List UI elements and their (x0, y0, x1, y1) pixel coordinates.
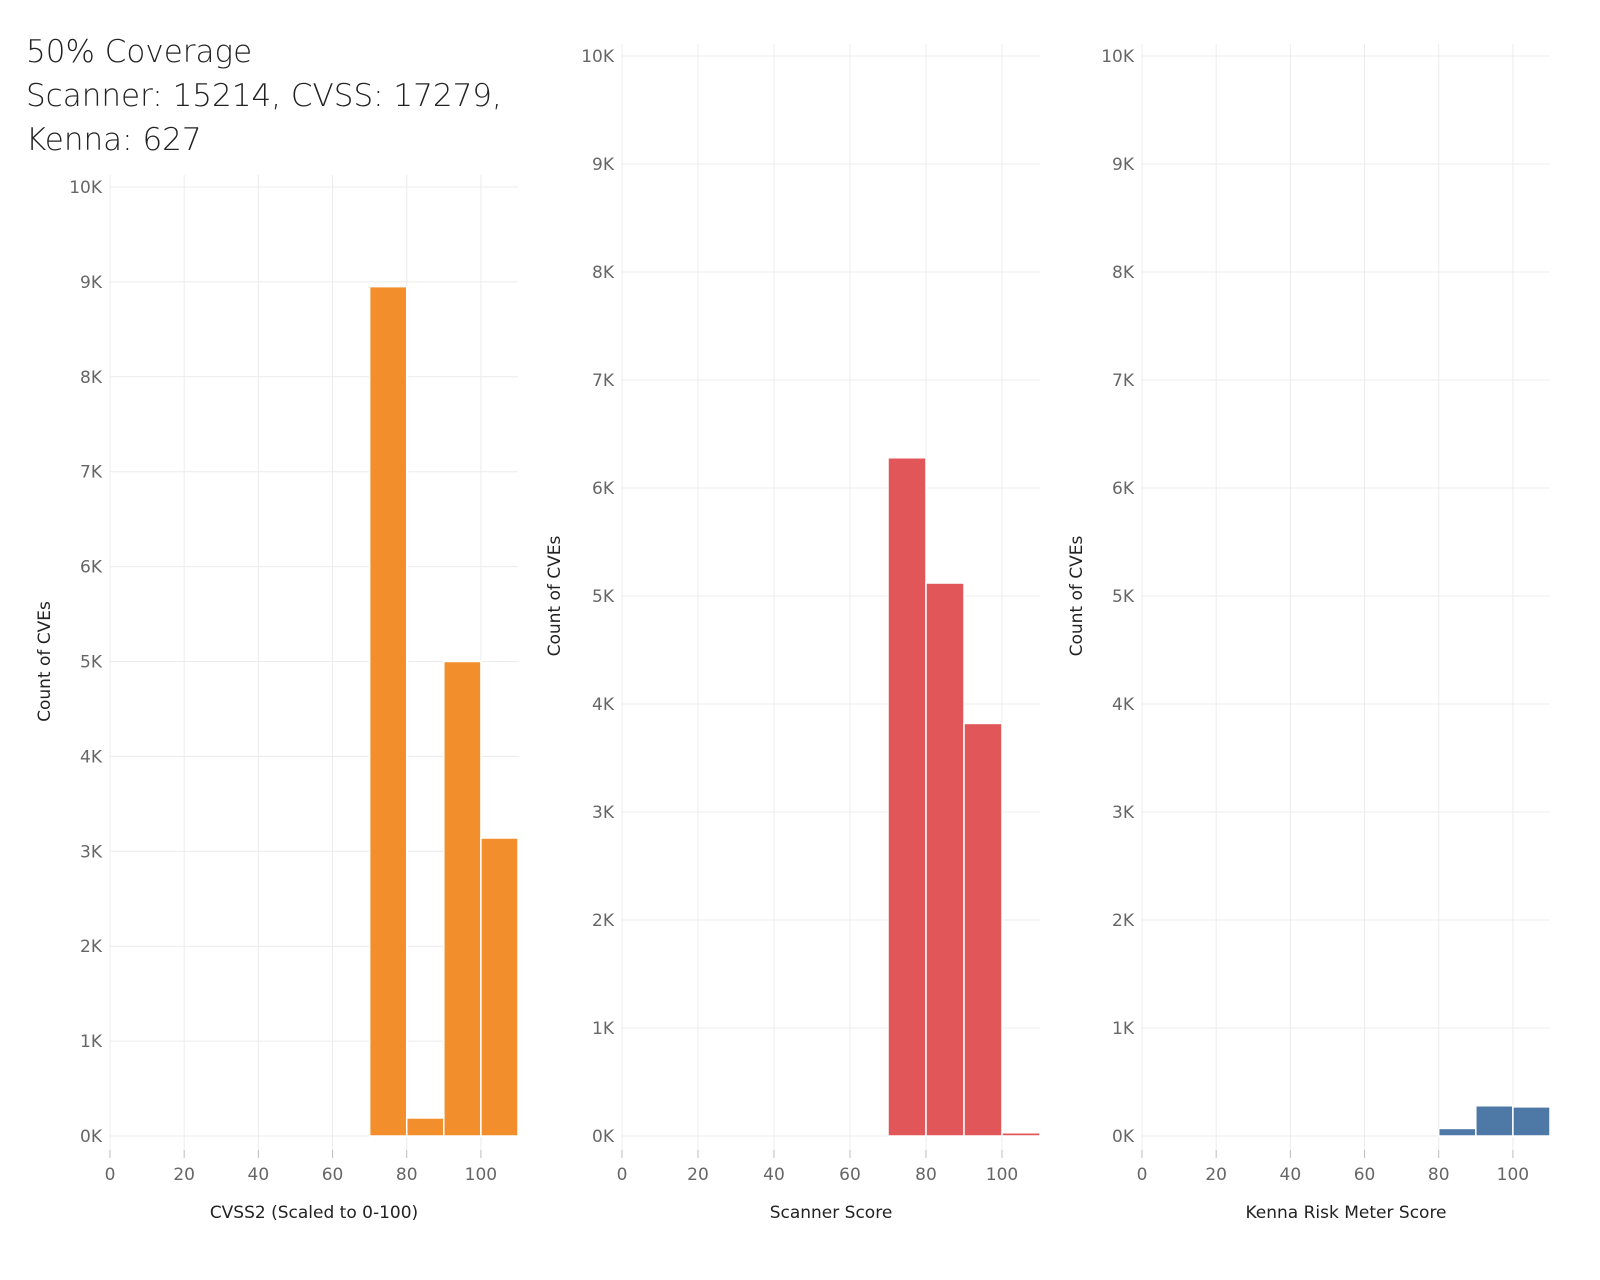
scanner-y-tick-label: 2K (592, 911, 615, 931)
cvss-y-tick-label: 6K (80, 558, 103, 578)
cvss-x-tick-label: 100 (465, 1165, 497, 1185)
scanner-x-tick-label: 100 (986, 1165, 1018, 1185)
cvss-x-tick-label: 60 (322, 1165, 344, 1185)
kenna-chart: 0K 1K 2K 3K 4K 5K 6K 7K 8K 9K 10K 0 20 40 60 80 100 Kenna… (1067, 44, 1551, 1223)
kenna-y-tick-label: 0K (1112, 1127, 1135, 1147)
cvss-y-tick-label: 8K (80, 368, 103, 388)
kenna-x-tick-label: 80 (1428, 1165, 1450, 1185)
kenna-y-tick-label: 10K (1101, 47, 1135, 67)
kenna-y-axis-title: Count of CVEs (1067, 535, 1087, 656)
cvss-y-tick-label: 7K (80, 463, 103, 483)
cvss-y-tick-label: 5K (80, 653, 103, 673)
kenna-y-tick-label: 6K (1112, 479, 1135, 499)
scanner-y-axis-title: Count of CVEs (545, 535, 565, 656)
chart-title: 50% Coverage Scanner: 15214, CVSS: 17279… (26, 30, 526, 162)
scanner-y-tick-label: 7K (592, 371, 615, 391)
scanner-chart: 0K 1K 2K 3K 4K 5K 6K 7K 8K 9K 10K 0 20 40 60 80 100 Scann… (545, 44, 1041, 1223)
kenna-x-tick-label: 40 (1280, 1165, 1302, 1185)
scanner-y-tick-label: 10K (581, 47, 615, 67)
title-scanner-cvss-counts: Scanner: 15214, CVSS: 17279, (26, 78, 502, 114)
scanner-x-tick-label: 0 (617, 1165, 628, 1185)
cvss-x-tick-label: 0 (105, 1165, 116, 1185)
cvss-x-tick-label: 20 (173, 1165, 195, 1185)
title-kenna-count: Kenna: 627 (26, 122, 202, 158)
title-coverage: 50% Coverage (26, 34, 253, 70)
cvss-bar (368, 285, 408, 1137)
kenna-bar (1512, 1106, 1551, 1137)
kenna-x-tick-label: 20 (1205, 1165, 1227, 1185)
cvss-y-tick-label: 3K (80, 842, 103, 862)
cvss-y-tick-label: 4K (80, 747, 103, 767)
cvss-y-tick-label: 9K (80, 273, 103, 293)
kenna-y-tick-label: 8K (1112, 263, 1135, 283)
kenna-y-tick-label: 3K (1112, 803, 1135, 823)
cvss-y-tick-label: 10K (69, 178, 103, 198)
scanner-y-tick-label: 4K (592, 695, 615, 715)
scanner-bar (1001, 1132, 1041, 1137)
cvss-x-axis-title: CVSS2 (Scaled to 0-100) (210, 1203, 418, 1223)
cvss-y-axis-title: Count of CVEs (35, 601, 55, 722)
scanner-x-tick-label: 80 (915, 1165, 937, 1185)
kenna-bar (1475, 1105, 1514, 1137)
cvss-y-tick-label: 2K (80, 937, 103, 957)
kenna-x-tick-label: 100 (1497, 1165, 1529, 1185)
kenna-x-axis-title: Kenna Risk Meter Score (1245, 1203, 1446, 1223)
kenna-x-tick-label: 60 (1354, 1165, 1376, 1185)
kenna-x-tick-label: 0 (1137, 1165, 1148, 1185)
cvss-x-tick-label: 80 (396, 1165, 418, 1185)
kenna-y-tick-label: 1K (1112, 1019, 1135, 1039)
scanner-x-tick-label: 40 (763, 1165, 785, 1185)
cvss-bar (480, 837, 519, 1137)
scanner-y-tick-label: 0K (592, 1127, 615, 1147)
scanner-x-axis-title: Scanner Score (770, 1203, 893, 1223)
scanner-bar (887, 457, 927, 1137)
scanner-y-tick-label: 5K (592, 587, 615, 607)
scanner-y-tick-label: 8K (592, 263, 615, 283)
scanner-y-tick-label: 6K (592, 479, 615, 499)
kenna-y-tick-label: 5K (1112, 587, 1135, 607)
kenna-bar (1437, 1127, 1477, 1137)
cvss-x-tick-label: 40 (248, 1165, 270, 1185)
kenna-y-tick-label: 9K (1112, 155, 1135, 175)
scanner-y-tick-label: 9K (592, 155, 615, 175)
scanner-y-tick-label: 3K (592, 803, 615, 823)
kenna-y-tick-label: 4K (1112, 695, 1135, 715)
kenna-y-tick-label: 2K (1112, 911, 1135, 931)
scanner-x-tick-label: 20 (687, 1165, 709, 1185)
cvss-bar (443, 660, 482, 1137)
scanner-x-tick-label: 60 (839, 1165, 861, 1185)
kenna-y-tick-label: 7K (1112, 371, 1135, 391)
cvss-y-tick-label: 1K (80, 1032, 103, 1052)
scanner-y-tick-label: 1K (592, 1019, 615, 1039)
cvss-bar (405, 1117, 445, 1137)
scanner-bar (963, 722, 1003, 1137)
cvss-chart: 0K 1K 2K 3K 4K 5K 6K 7K 8K 9K 10K 0 20 40 60 80 100 CVSS2… (35, 175, 519, 1223)
cvss-y-tick-label: 0K (80, 1127, 103, 1147)
scanner-bar (925, 582, 965, 1137)
